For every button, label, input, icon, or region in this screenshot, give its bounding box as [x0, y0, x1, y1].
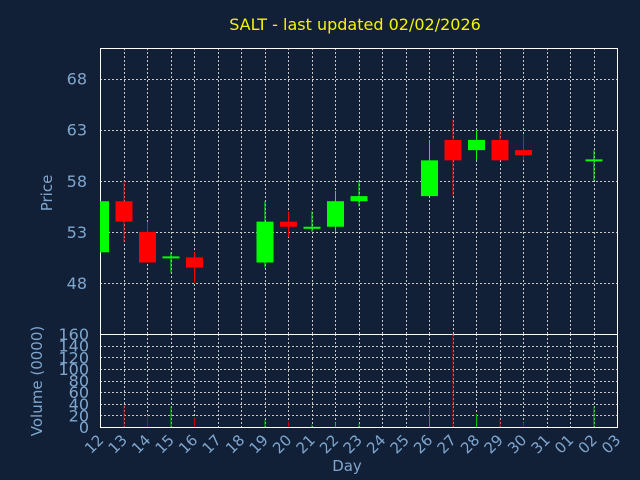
- candle-body: [115, 201, 133, 222]
- candle-body: [421, 160, 438, 197]
- candle-body: [585, 159, 603, 162]
- candle-body: [303, 226, 321, 229]
- volume-tick-label: 140: [58, 337, 89, 356]
- volume-tick-label: 160: [58, 325, 89, 344]
- day-tick-label: 17: [199, 431, 225, 457]
- day-tick-label: 20: [269, 431, 295, 457]
- day-tick-label: 24: [363, 431, 389, 457]
- day-tick-label: 01: [551, 431, 577, 457]
- price-tick-label: 68: [67, 70, 87, 89]
- day-tick-label: 22: [316, 431, 342, 457]
- price-axis-ticks: 48 53 58 63 68: [67, 70, 87, 293]
- candle-body: [162, 256, 180, 259]
- day-tick-label: 31: [528, 431, 554, 457]
- candle-body: [350, 196, 368, 202]
- day-axis-ticks: 1213141516171819202122232425262728293031…: [81, 431, 624, 457]
- volume-tick-label: 0: [79, 418, 89, 437]
- day-tick-label: 27: [434, 431, 460, 457]
- candle-body: [186, 257, 203, 268]
- candle-body: [327, 201, 344, 227]
- candle-body: [100, 201, 109, 253]
- volume-bars: [123, 334, 595, 427]
- volume-panel-border: [100, 334, 618, 428]
- candle-body: [139, 231, 156, 263]
- day-tick-label: 15: [152, 431, 178, 457]
- volume-tick-label: 120: [58, 348, 89, 367]
- volume-tick-label: 20: [69, 406, 89, 425]
- price-tick-label: 63: [67, 121, 87, 140]
- volume-tick-label: 40: [69, 395, 89, 414]
- day-tick-label: 02: [575, 431, 601, 457]
- day-tick-label: 14: [128, 431, 154, 457]
- day-axis-label: Day: [332, 457, 362, 475]
- price-candles: [100, 119, 603, 283]
- candle-body: [515, 150, 532, 156]
- candle-body: [444, 139, 462, 161]
- day-tick-label: 21: [293, 431, 319, 457]
- price-tick-label: 48: [67, 274, 87, 293]
- candle-body: [280, 221, 297, 227]
- day-tick-label: 28: [457, 431, 483, 457]
- day-tick-label: 13: [105, 431, 131, 457]
- volume-axis-label: Volume (0000): [28, 326, 46, 436]
- day-tick-label: 19: [246, 431, 272, 457]
- day-tick-label: 03: [598, 431, 624, 457]
- day-tick-label: 29: [481, 431, 507, 457]
- candle-body: [491, 139, 509, 161]
- day-tick-label: 26: [410, 431, 436, 457]
- volume-tick-label: 80: [69, 372, 89, 391]
- volume-tick-label: 60: [69, 383, 89, 402]
- day-tick-label: 23: [340, 431, 366, 457]
- volume-panel-grid: [100, 334, 618, 428]
- volume-tick-label: 100: [58, 360, 89, 379]
- candle-body: [256, 221, 274, 263]
- price-tick-label: 58: [67, 172, 87, 191]
- day-tick-label: 25: [387, 431, 413, 457]
- price-tick-label: 53: [67, 223, 87, 242]
- day-tick-label: 30: [504, 431, 530, 457]
- price-axis-label: Price: [38, 175, 56, 212]
- day-tick-label: 16: [175, 431, 201, 457]
- day-tick-label: 18: [222, 431, 248, 457]
- chart-title: SALT - last updated 02/02/2026: [229, 15, 481, 34]
- candle-body: [468, 139, 485, 151]
